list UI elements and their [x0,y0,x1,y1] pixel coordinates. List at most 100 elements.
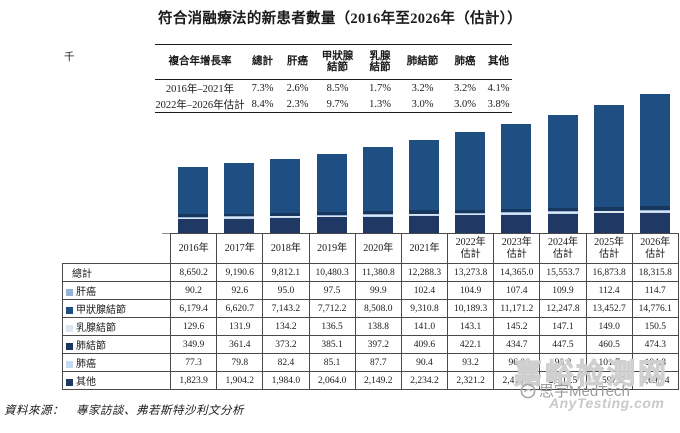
bar-segment-肺結節 [224,213,255,217]
bar-2025年估計 [593,105,624,233]
value-cell: 6,620.7 [216,299,264,318]
year-header-cell: 2019年 [308,233,356,264]
value-cell: 447.5 [539,335,587,354]
source-note: 資料來源： 專家訪談、弗若斯特沙利文分析 [4,405,244,417]
bar-segment-肝癌 [639,209,670,211]
bar-segment-肺癌 [639,211,670,213]
bar-segment-肺癌 [455,214,486,216]
bar-segment-其他 [409,216,439,233]
data-table: 2016年 2017年 2018年 2019年 2020年 2021年 2022年 估計 20… [62,233,679,390]
bar-2020年 [362,146,393,233]
year-header-cell: 2024年 估計 [539,233,587,264]
data-table-row: 總計 8,650.2 9,190.6 9,812.1 10,480.3 11,380.8 1… [62,263,679,282]
cagr-value-cell: 8.4% [251,98,274,110]
bar-2017年 [224,163,255,233]
bar-segment-其他 [362,216,393,233]
bar-segment-肺結節 [501,208,532,213]
cagr-row: 2016年–2021年 7.3% 2.6% 8.5% 1.7% 3.2% 3.2% 4.1% [155,80,512,97]
bar-2019年 [316,153,347,233]
figure-title: 符合消融療法的新患者數量（2016年至2026年（估計）） [158,11,522,27]
value-cell: 77.3 [169,353,218,372]
value-cell: 9,812.1 [262,263,310,282]
cagr-header-row: 複合年增長率 總計 肝癌 甲狀腺 結節 乳腺 結節 肺結節 肺癌 其他 [155,44,512,80]
value-cell: 349.9 [169,335,218,354]
data-table-body: 2016年 2017年 2018年 2019年 2020年 2021年 2022年 估計 20… [62,233,679,390]
value-cell: 1,904.2 [216,371,264,390]
value-cell: 7,143.2 [262,299,310,318]
bar-segment-肝癌 [270,215,301,217]
bar-segment-其他 [639,212,670,233]
bar-segment-甲狀腺結節 [501,124,532,209]
year-header-cell: 2020年 [354,233,402,264]
legend-swatch [66,379,73,386]
value-cell: 11,380.8 [354,263,402,282]
value-cell: 131.9 [216,317,264,336]
cagr-table-body: 2016年–2021年 7.3% 2.6% 8.5% 1.7% 3.2% 3.2% 4.1% 2… [155,80,512,113]
value-cell: 93.2 [447,353,495,372]
value-cell: 397.2 [354,335,402,354]
year-header-cell: 2018年 [262,233,310,264]
bar-segment-肺結節 [178,214,209,217]
data-table-row: 肝癌 90.2 92.6 95.0 97.5 99.9 102.4 104.9 107.4 109… [62,281,679,300]
bar-segment-乳腺結節 [501,212,532,214]
cagr-row: 2022年–2026年估計 8.4% 2.3% 9.7% 1.3% 3.0% 3.0% 3.8… [155,96,512,113]
cagr-header-cell: 乳腺 結節 [360,44,400,80]
bar-segment-肺癌 [362,216,393,217]
bar-segment-肝癌 [547,211,578,213]
cagr-value-cell: 9.7% [326,98,349,110]
value-cell: 2,321.2 [447,371,495,390]
value-cell: 149.0 [585,317,633,336]
bar-segment-肺結節 [547,207,578,212]
bar-segment-乳腺結節 [639,210,670,212]
value-cell: 145.2 [493,317,541,336]
bar-segment-肝癌 [316,214,347,216]
bar-segment-肺癌 [547,213,578,215]
cagr-value-cell: 1.7% [369,82,391,94]
value-cell: 434.7 [493,335,541,354]
bar-2023年估計 [501,124,532,233]
value-cell: 107.4 [493,281,541,300]
bar-segment-乳腺結節 [409,214,439,216]
value-cell: 150.5 [631,317,679,336]
value-cell: 10,189.3 [447,299,495,318]
value-cell: 136.5 [308,317,356,336]
bar-segment-其他 [455,215,486,233]
bar-segment-甲狀腺結節 [639,94,670,207]
value-cell: 6,179.4 [169,299,218,318]
bar-segment-肝癌 [362,214,393,215]
value-cell: 99.9 [354,281,402,300]
value-cell: 9,190.6 [216,263,264,282]
row-label-甲狀腺結節: 甲狀腺結節 [62,299,171,318]
row-label-肝癌: 肝癌 [62,281,171,300]
value-cell: 385.1 [308,335,356,354]
bar-segment-其他 [593,213,624,233]
bar-segment-甲狀腺結節 [547,115,578,208]
value-cell: 460.5 [585,335,633,354]
data-table-row: 其他 1,823.9 1,904.2 1,984.0 2,064.0 2,149.2 2,2… [62,371,679,390]
value-cell: 9,310.8 [400,299,449,318]
value-cell: 15,553.7 [539,263,587,282]
watermark-outline-text: 嘉峪检测网 [513,358,670,390]
bar-segment-乳腺結節 [270,216,301,218]
value-cell: 143.1 [447,317,495,336]
cagr-row-label: 2022年–2026年估計 [155,99,245,111]
bar-segment-肺結節 [455,209,486,213]
cagr-table-header: 複合年增長率 總計 肝癌 甲狀腺 結節 乳腺 結節 肺結節 肺癌 其他 [155,44,512,80]
value-cell: 12,288.3 [400,263,449,282]
bar-segment-肝癌 [224,216,255,217]
bar-segment-肺結節 [593,207,624,211]
year-header-cell: 2022年 估計 [447,233,495,264]
bar-segment-肝癌 [455,212,486,214]
data-table-row: 肺癌 77.3 79.8 82.4 85.1 87.7 90.4 93.2 96.0 98.8 10… [62,353,679,372]
data-table-row: 肺結節 349.9 361.4 373.2 385.1 397.2 409.6 422.1 43… [62,335,679,354]
bar-segment-甲狀腺結節 [316,153,347,213]
cagr-value-cell: 2.3% [286,98,309,110]
cagr-header-cell: 其他 [485,44,512,80]
cagr-header-cell: 肺癌 [445,44,485,80]
value-cell: 13,273.8 [447,263,495,282]
bar-segment-肺結節 [270,212,301,216]
bar-segment-乳腺結節 [547,212,578,214]
bar-segment-肝癌 [593,210,624,212]
row-label-肺結節: 肺結節 [62,335,171,354]
bar-segment-其他 [547,214,578,233]
